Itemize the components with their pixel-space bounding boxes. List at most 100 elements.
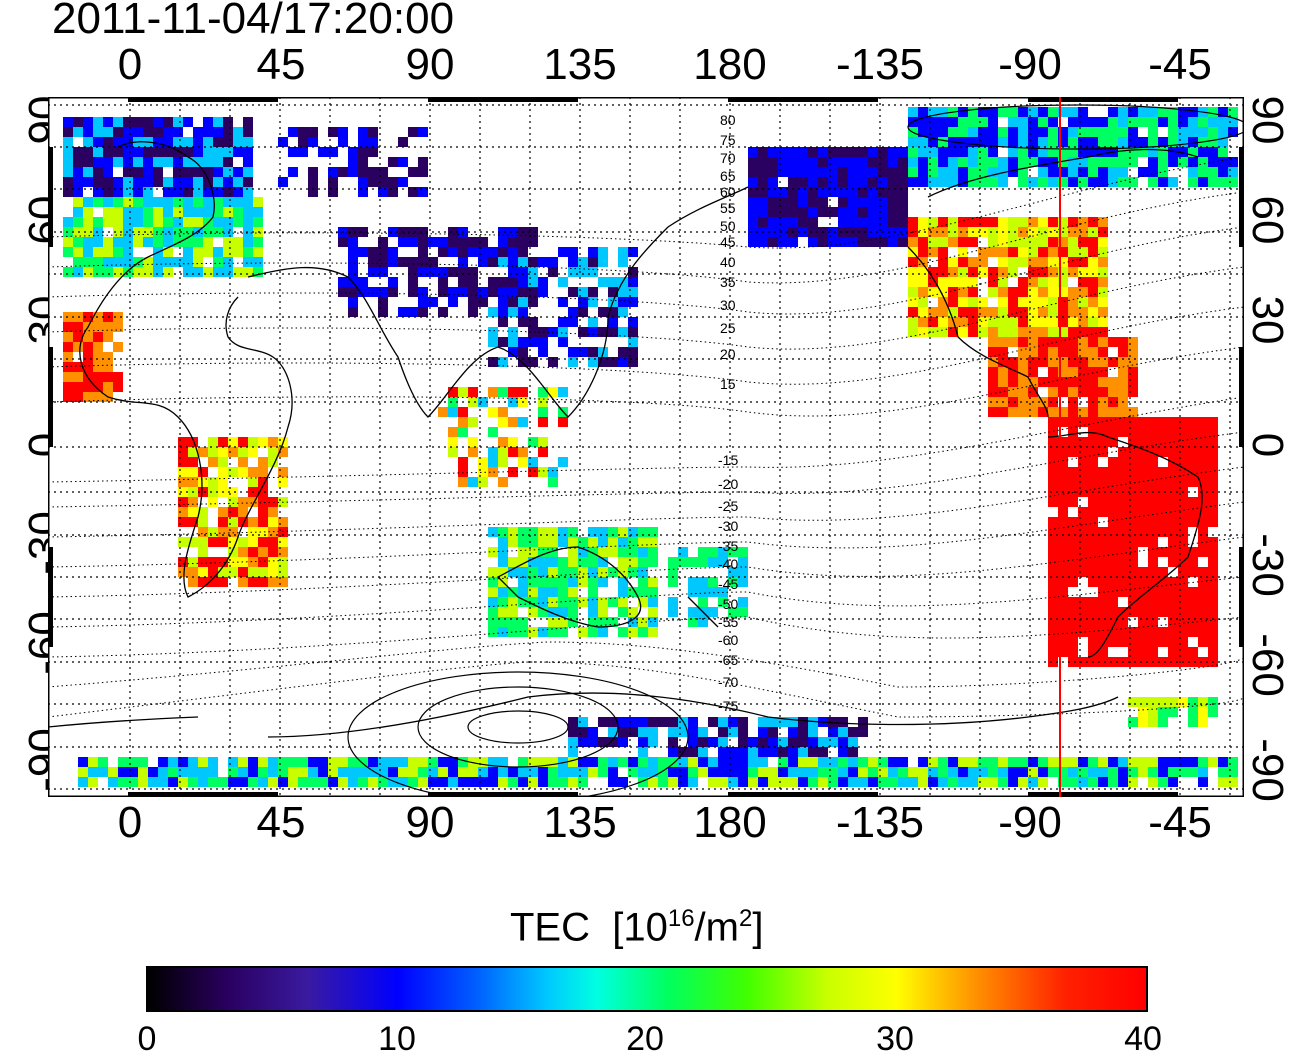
tec-cell <box>238 467 248 477</box>
tec-cell <box>338 277 348 287</box>
x-tick-bottom: 180 <box>693 798 767 847</box>
tec-cell <box>468 387 478 397</box>
tec-cell <box>518 557 528 567</box>
tec-cell <box>1008 297 1018 307</box>
tec-cell <box>638 537 648 547</box>
tec-cell <box>598 307 608 317</box>
tec-cell <box>538 337 548 347</box>
tec-cell <box>588 347 598 357</box>
tec-cell <box>1168 757 1178 767</box>
contour-label: 30 <box>720 297 736 313</box>
tec-cell <box>123 197 133 207</box>
tec-cell <box>123 157 133 167</box>
tec-cell <box>628 357 638 367</box>
tec-cell <box>938 137 948 147</box>
tec-cell <box>1018 337 1028 347</box>
tec-cell <box>878 767 888 777</box>
tec-cell <box>1098 407 1108 417</box>
tec-cell <box>1008 217 1018 227</box>
tec-cell <box>568 527 578 537</box>
tec-cell <box>1058 637 1068 647</box>
frame-tick-bar <box>128 97 278 102</box>
contour-labels: 8075706560555045403530252015-15-20-25-30… <box>718 112 738 714</box>
tec-cell <box>1148 107 1158 117</box>
tec-cell <box>508 397 518 407</box>
tec-cell <box>228 497 238 507</box>
tec-cell <box>1158 437 1168 447</box>
tec-cell <box>258 547 268 557</box>
tec-cell <box>758 167 768 177</box>
tec-cell <box>1088 777 1098 787</box>
tec-cell <box>738 767 748 777</box>
tec-cell <box>918 317 928 327</box>
tec-cell <box>243 247 253 257</box>
tec-cell <box>188 477 198 487</box>
tec-cell <box>1208 177 1218 187</box>
tec-cell <box>253 237 263 247</box>
tec-cell <box>1118 457 1128 467</box>
tec-cell <box>498 457 508 467</box>
tec-cell <box>203 167 213 177</box>
tec-cell <box>1018 307 1028 317</box>
tec-cell <box>608 617 618 627</box>
tec-cell <box>618 587 628 597</box>
tec-cell <box>768 157 778 167</box>
tec-cell <box>538 467 548 477</box>
tec-cell <box>498 407 508 417</box>
frame-tick-bar <box>48 547 53 647</box>
tec-cell <box>1078 447 1088 457</box>
tec-cell <box>1218 157 1228 167</box>
tec-cell <box>508 537 518 547</box>
tec-cell <box>848 737 858 747</box>
tec-cell <box>448 757 458 767</box>
tec-cell <box>838 717 848 727</box>
tec-cell <box>163 247 173 257</box>
tec-cell <box>1098 577 1108 587</box>
tec-cell <box>788 237 798 247</box>
tec-cell <box>1148 447 1158 457</box>
tec-cell <box>193 167 203 177</box>
tec-cell <box>988 357 998 367</box>
tec-cell <box>768 227 778 237</box>
tec-cell <box>203 147 213 157</box>
tec-cell <box>1058 757 1068 767</box>
colorbar-tick: 0 <box>137 1020 157 1058</box>
tec-cell <box>1088 767 1098 777</box>
tec-cell <box>918 767 928 777</box>
tec-cell <box>1128 607 1138 617</box>
tec-cell <box>1108 387 1118 397</box>
tec-cell <box>668 747 678 757</box>
tec-cell <box>1128 157 1138 167</box>
tec-cell <box>1218 127 1228 137</box>
tec-cell <box>1088 167 1098 177</box>
tec-cell <box>1138 577 1148 587</box>
tec-cell <box>818 747 828 757</box>
tec-cell <box>1088 567 1098 577</box>
tec-cell <box>928 227 938 237</box>
tec-cell <box>598 547 608 557</box>
tec-cell <box>238 497 248 507</box>
tec-cell <box>1168 767 1178 777</box>
tec-cell <box>1058 257 1068 267</box>
tec-cell <box>918 297 928 307</box>
tec-cell <box>103 257 113 267</box>
tec-cell <box>1128 587 1138 597</box>
tec-cell <box>598 617 608 627</box>
tec-cell <box>1108 527 1118 537</box>
tec-cell <box>1078 157 1088 167</box>
tec-cell <box>1108 507 1118 517</box>
frame-tick-bar <box>428 97 578 102</box>
tec-cell <box>938 267 948 277</box>
tec-cell <box>568 577 578 587</box>
tec-cell <box>958 317 968 327</box>
tec-cell <box>518 337 528 347</box>
tec-cell <box>868 157 878 167</box>
tec-cell <box>1118 767 1128 777</box>
tec-cell <box>838 767 848 777</box>
tec-cell <box>848 187 858 197</box>
tec-cell <box>848 197 858 207</box>
tec-cell <box>548 477 558 487</box>
tec-cell <box>958 777 968 787</box>
tec-cell <box>538 347 548 357</box>
tec-cell <box>1078 107 1088 117</box>
